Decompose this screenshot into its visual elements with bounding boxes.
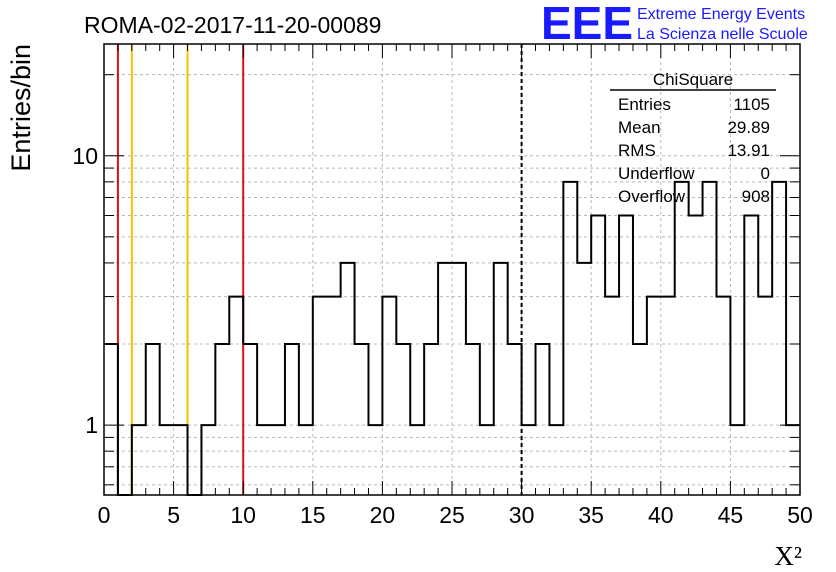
histogram-bin <box>313 297 327 495</box>
histogram-bin <box>563 182 577 495</box>
stats-title: ChiSquare <box>653 70 733 89</box>
y-tick-label: 1 <box>85 412 98 438</box>
histogram-bin <box>146 344 160 495</box>
stat-label-entries: Entries <box>618 95 671 114</box>
histogram-bin <box>466 344 480 495</box>
histogram-bin <box>675 182 689 495</box>
histogram-bin <box>633 344 647 495</box>
histogram-bin <box>703 182 717 495</box>
histogram-bin <box>716 297 730 495</box>
x-tick-label: 20 <box>370 502 396 528</box>
x-tick-label: 25 <box>439 502 465 528</box>
histogram-bin <box>299 425 313 495</box>
histogram-bin <box>661 297 675 495</box>
chart-title: ROMA-02-2017-11-20-00089 <box>84 12 381 38</box>
histogram-bin <box>772 182 786 495</box>
histogram-bin <box>424 344 438 495</box>
stats-box: ChiSquare Entries 1105 Mean 29.89 RMS 13… <box>610 70 776 206</box>
histogram-bin <box>494 263 508 495</box>
histogram-bin <box>285 344 299 495</box>
logo-line-2: La Scienza nelle Scuole <box>637 26 808 43</box>
histogram-bin <box>271 425 285 495</box>
x-tick-label: 30 <box>509 502 535 528</box>
histogram-bin <box>452 263 466 495</box>
histogram-outline <box>104 180 800 496</box>
histogram-bin <box>591 216 605 495</box>
histogram-bin <box>536 344 550 495</box>
histogram-bin <box>327 297 341 495</box>
histogram-bin <box>730 425 744 495</box>
stat-value-mean: 29.89 <box>727 118 770 137</box>
histogram-bin <box>215 344 229 495</box>
histogram-bin <box>480 425 494 495</box>
histogram-bin <box>341 263 355 495</box>
histogram-bin <box>508 344 522 495</box>
histogram-bin <box>410 425 424 495</box>
stat-value-overflow: 908 <box>742 187 770 206</box>
histogram-bin <box>758 297 772 495</box>
histogram-bin <box>160 425 174 495</box>
histogram-bin <box>619 216 633 495</box>
x-tick-label: 5 <box>167 502 180 528</box>
axis-ticks <box>103 44 801 495</box>
reference-lines <box>116 44 523 495</box>
histogram-bin <box>257 425 271 495</box>
histogram-bin <box>368 425 382 495</box>
histogram-bin <box>382 297 396 495</box>
histogram-bin <box>522 425 536 495</box>
x-tick-label: 40 <box>648 502 674 528</box>
histogram-bin <box>549 425 563 495</box>
histogram-bin <box>577 263 591 495</box>
histogram-bin <box>243 344 257 495</box>
histogram-bin <box>744 216 758 495</box>
x-tick-label: 50 <box>787 502 813 528</box>
histogram-bin <box>605 297 619 495</box>
histogram-bin <box>104 344 118 495</box>
x-tick-label: 45 <box>718 502 744 528</box>
histogram-bin <box>132 425 146 495</box>
stat-label-rms: RMS <box>618 141 656 160</box>
stat-label-mean: Mean <box>618 118 661 137</box>
histogram-bin <box>647 297 661 495</box>
stat-value-underflow: 0 <box>761 164 770 183</box>
y-tick-label: 10 <box>72 143 98 169</box>
logo-mark: EEE <box>541 0 633 49</box>
y-axis-label: Entries/bin <box>6 44 36 172</box>
logo-line-1: Extreme Energy Events <box>637 6 805 23</box>
histogram-bin <box>396 344 410 495</box>
x-tick-label: 0 <box>98 502 111 528</box>
histogram-bin <box>689 216 703 495</box>
stat-label-underflow: Underflow <box>618 164 695 183</box>
histogram-bin <box>229 297 243 495</box>
x-axis-label: X² <box>774 541 802 571</box>
histogram-bin <box>438 263 452 495</box>
histogram-bin <box>355 344 369 495</box>
x-tick-labels: 0 5 10 15 20 25 30 35 40 45 50 <box>98 502 813 528</box>
y-tick-labels: 1 10 <box>72 143 98 438</box>
stat-value-rms: 13.91 <box>727 141 770 160</box>
x-tick-label: 10 <box>230 502 256 528</box>
histogram-series <box>104 180 800 496</box>
eee-logo: EEE Extreme Energy Events La Scienza nel… <box>541 0 808 49</box>
stat-label-overflow: Overflow <box>618 187 686 206</box>
histogram-bin <box>201 425 215 495</box>
x-tick-label: 35 <box>578 502 604 528</box>
x-tick-label: 15 <box>300 502 326 528</box>
histogram-bin <box>174 425 188 495</box>
stat-value-entries: 1105 <box>733 95 770 114</box>
